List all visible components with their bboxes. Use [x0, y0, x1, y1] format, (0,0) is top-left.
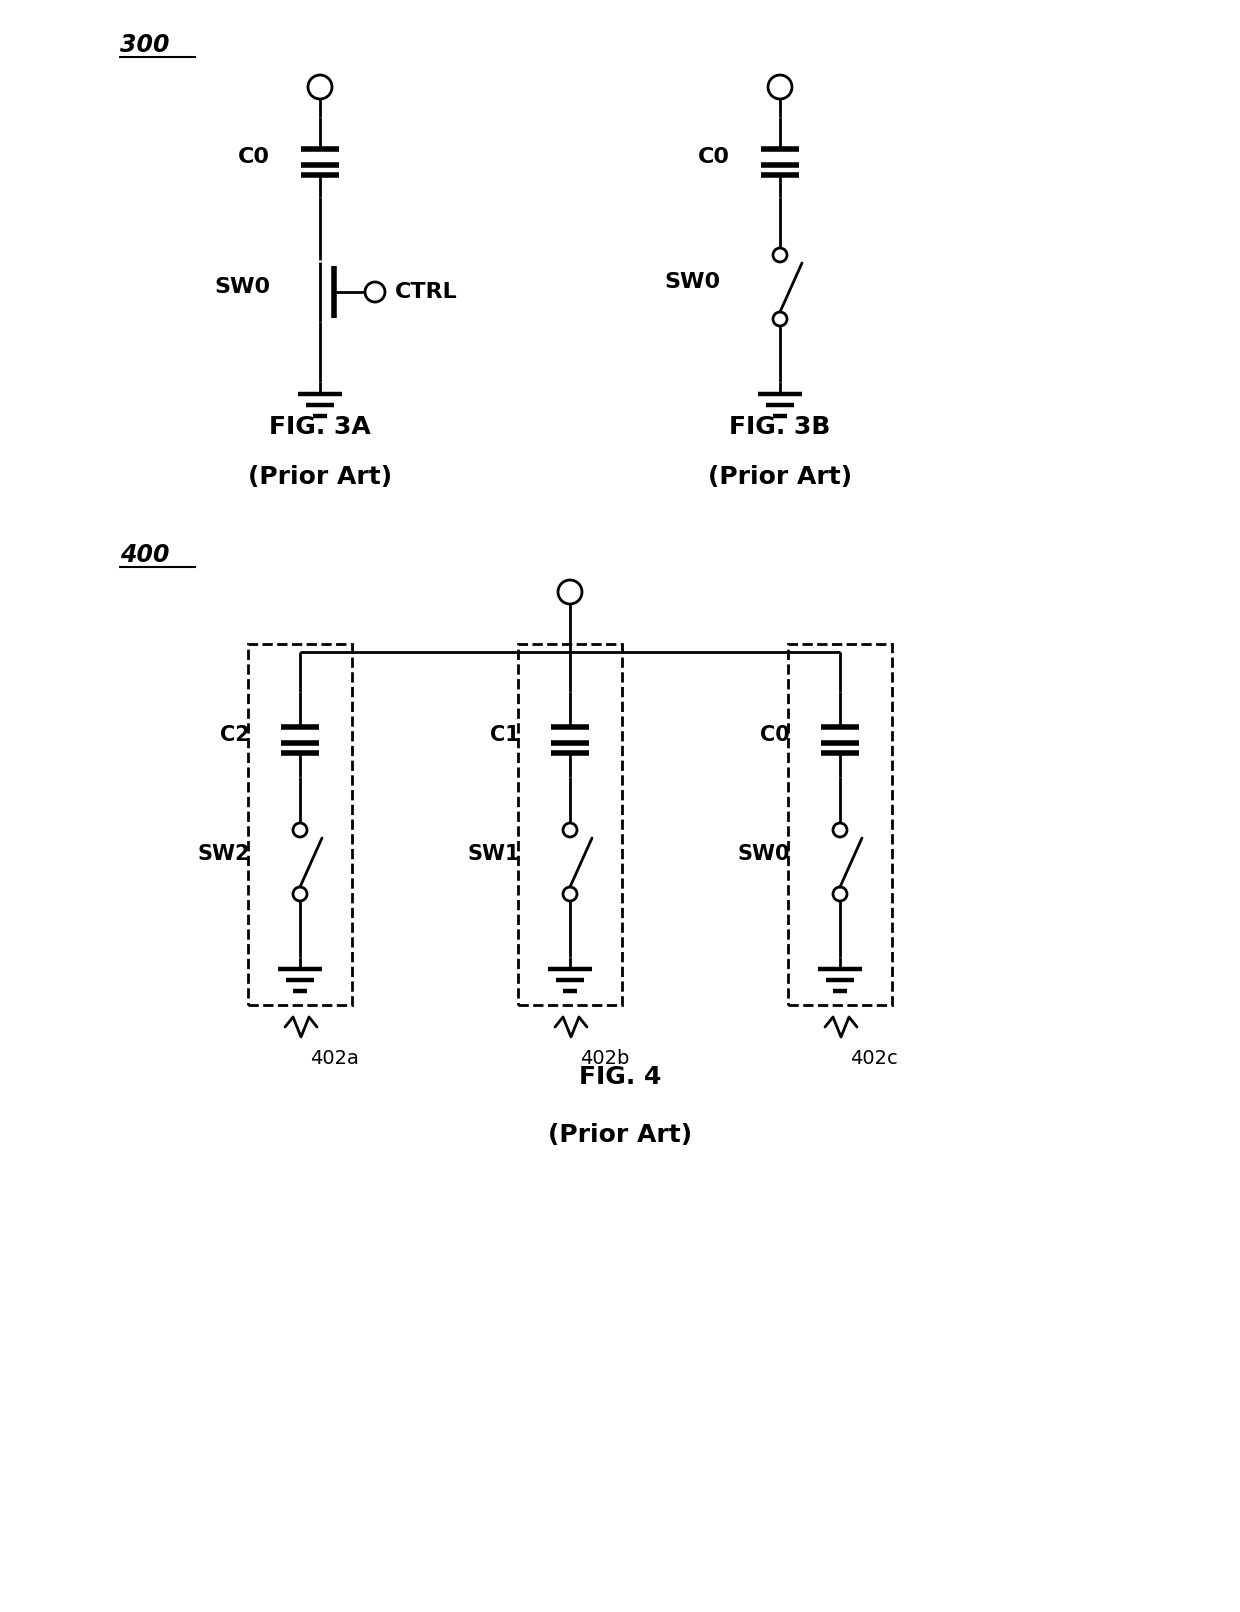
Text: 402a: 402a: [310, 1049, 358, 1069]
Text: FIG. 3A: FIG. 3A: [269, 414, 371, 438]
Text: SW1: SW1: [467, 845, 520, 864]
Text: SW0: SW0: [738, 845, 790, 864]
Text: (Prior Art): (Prior Art): [548, 1124, 692, 1148]
Bar: [787, 645, 892, 1004]
Bar: [248, 645, 352, 1004]
Text: 402b: 402b: [580, 1049, 630, 1069]
Text: SW2: SW2: [197, 845, 250, 864]
Text: 300: 300: [120, 32, 170, 56]
Text: C0: C0: [760, 724, 790, 745]
Text: FIG. 4: FIG. 4: [579, 1066, 661, 1090]
Text: SW0: SW0: [213, 277, 270, 297]
Text: C0: C0: [238, 147, 270, 168]
Text: C1: C1: [490, 724, 520, 745]
Text: C0: C0: [698, 147, 730, 168]
Text: FIG. 3B: FIG. 3B: [729, 414, 831, 438]
Text: (Prior Art): (Prior Art): [708, 464, 852, 488]
Text: CTRL: CTRL: [396, 282, 458, 301]
Bar: [518, 645, 622, 1004]
Text: 400: 400: [120, 543, 170, 567]
Text: SW0: SW0: [663, 272, 720, 292]
Text: 402c: 402c: [849, 1049, 898, 1069]
Text: (Prior Art): (Prior Art): [248, 464, 392, 488]
Text: C2: C2: [221, 724, 250, 745]
